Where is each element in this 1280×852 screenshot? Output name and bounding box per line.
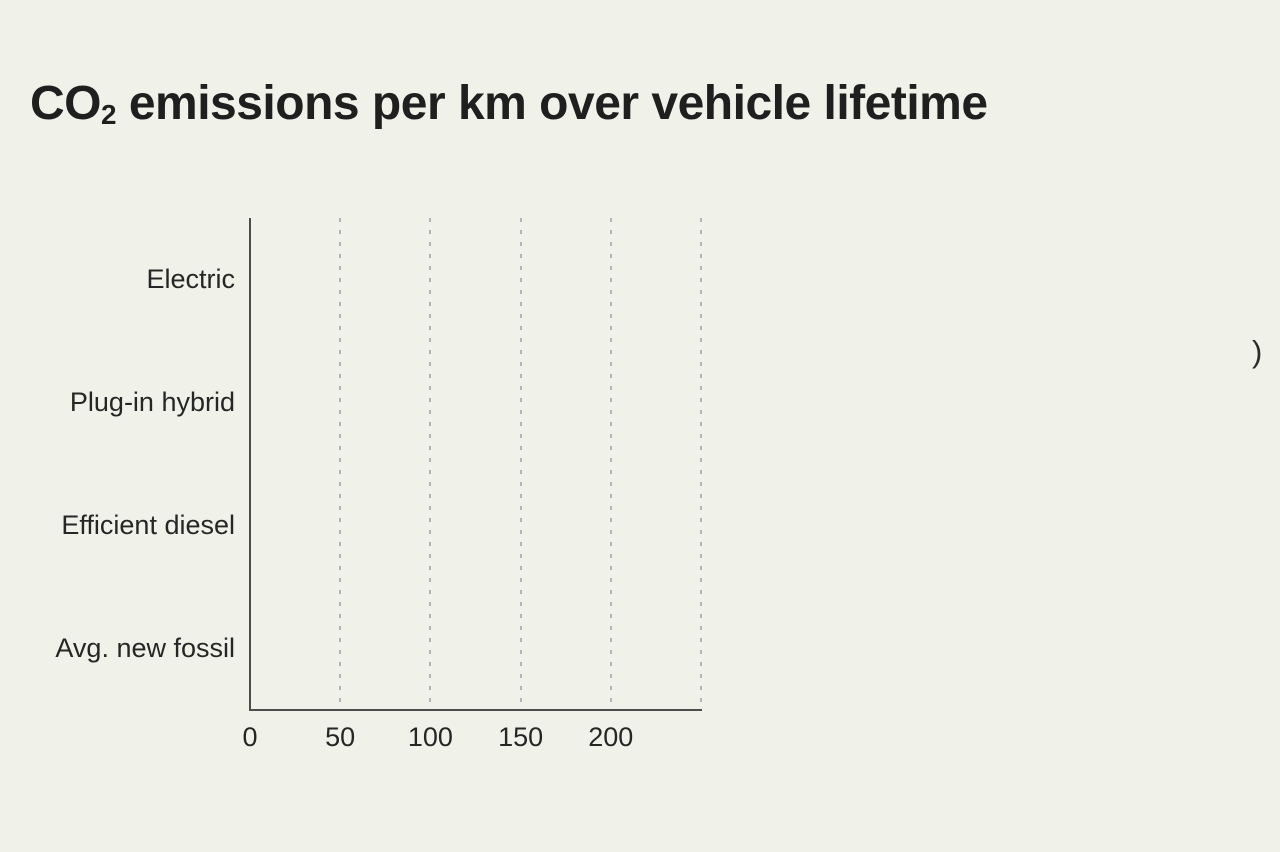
- clipped-paren-glyph: ): [1252, 334, 1263, 369]
- gridline: [519, 218, 522, 710]
- x-tick-label: 100: [407, 722, 453, 752]
- x-tick-label: 50: [325, 722, 356, 752]
- category-label: Efficient diesel: [61, 510, 235, 540]
- x-tick-label: 200: [588, 722, 634, 752]
- gridline: [339, 218, 342, 710]
- gridline: [429, 218, 432, 710]
- gridline: [609, 218, 612, 710]
- plot-area: [249, 218, 702, 711]
- chart-title: CO2 emissions per km over vehicle lifeti…: [30, 76, 988, 131]
- gridline: [700, 218, 702, 710]
- category-label: Electric: [146, 264, 235, 294]
- x-axis-line: [249, 709, 702, 711]
- category-label: Avg. new fossil: [55, 633, 235, 663]
- category-label: Plug-in hybrid: [69, 387, 235, 417]
- x-tick-label: 0: [242, 722, 258, 752]
- x-tick-label: 150: [498, 722, 544, 752]
- chart-title-prefix: CO: [30, 77, 102, 130]
- chart-title-subscript: 2: [101, 99, 116, 130]
- y-axis-category-labels: Electric Plug-in hybrid Efficient diesel Av…: [0, 218, 235, 710]
- y-axis-line: [249, 218, 251, 710]
- chart-title-rest: emissions per km over vehicle lifetime: [115, 77, 988, 130]
